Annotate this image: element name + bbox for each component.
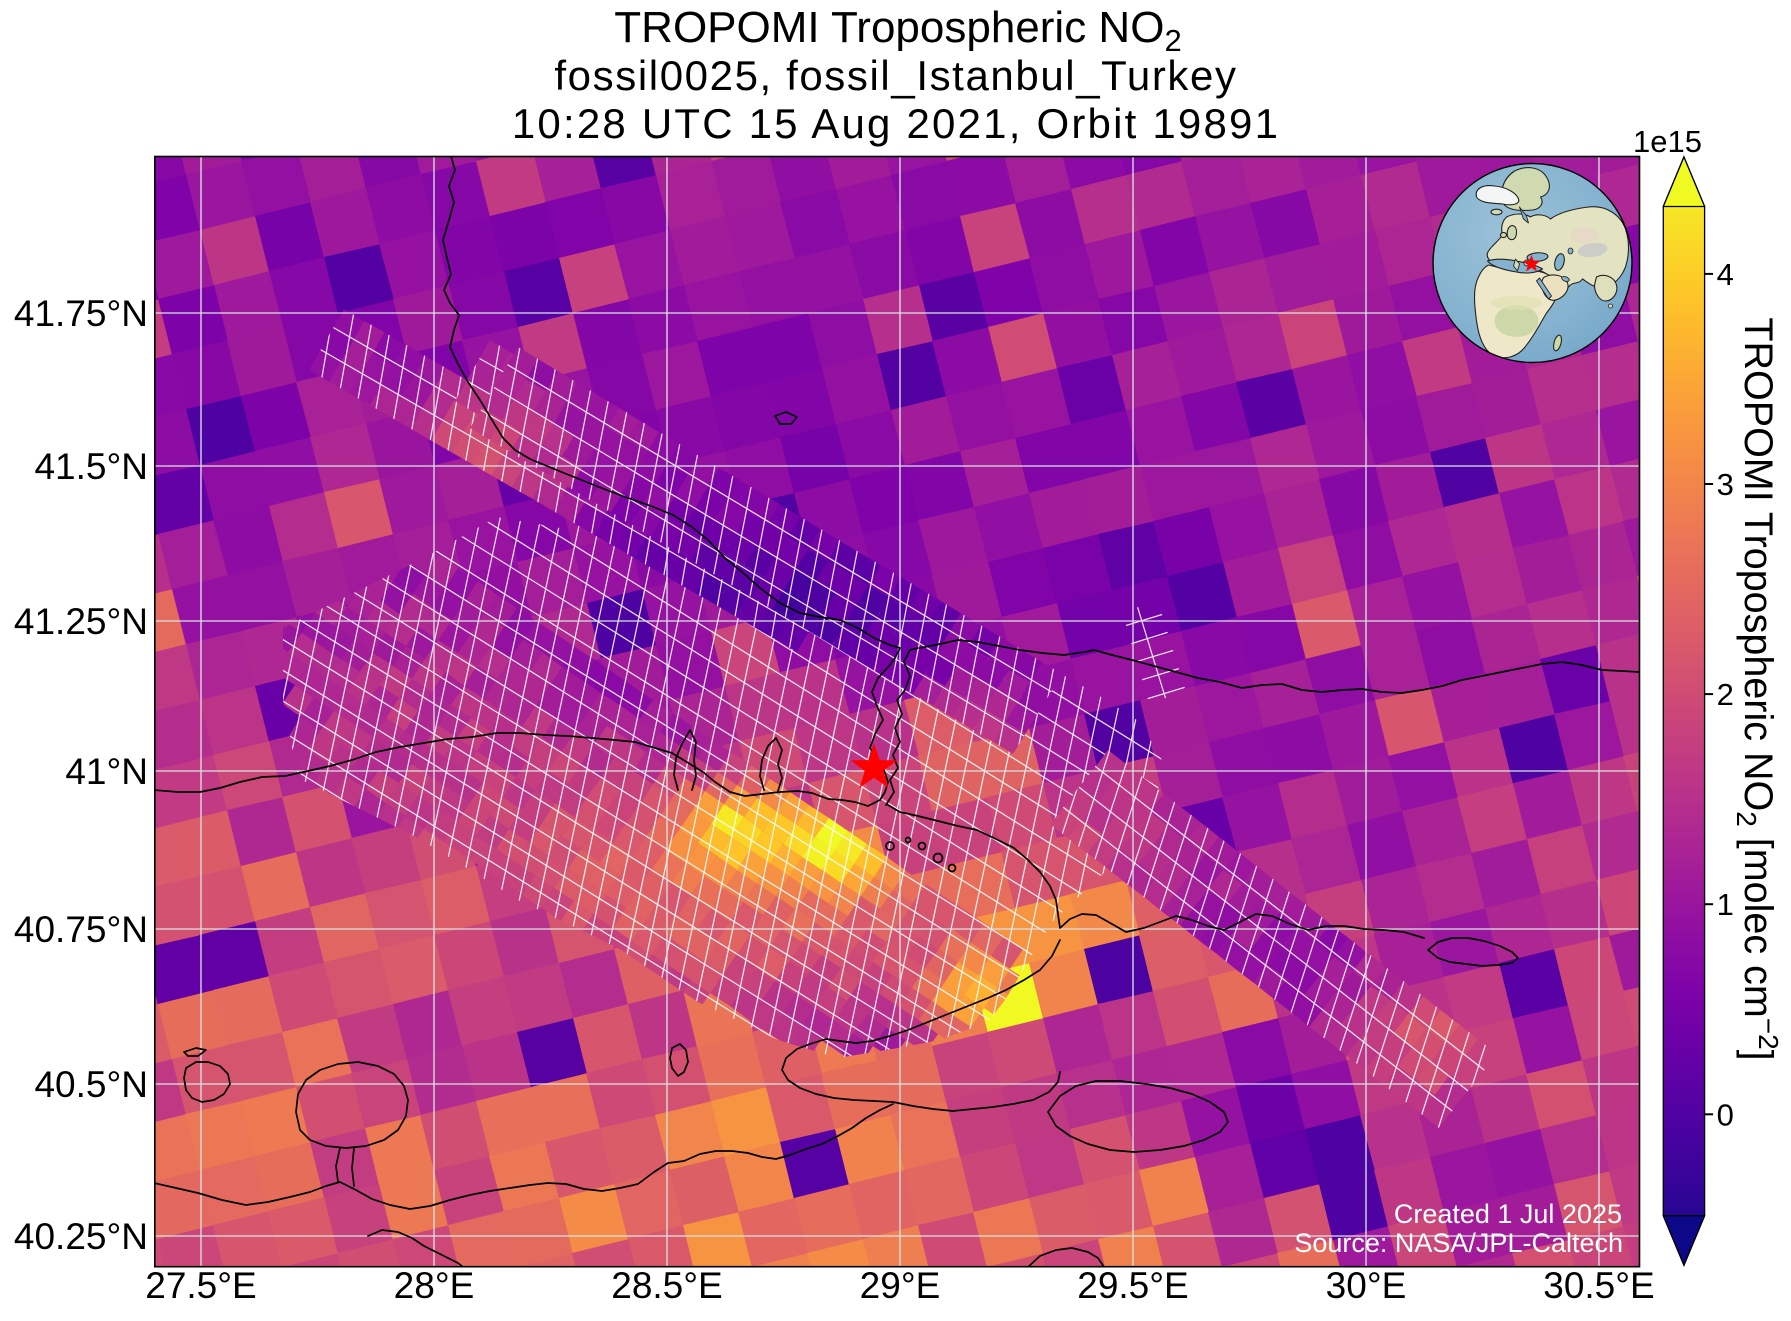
svg-text:2: 2 [1717, 677, 1734, 712]
svg-text:3: 3 [1717, 467, 1734, 502]
svg-text:29°E: 29°E [860, 1265, 941, 1306]
svg-text:28°E: 28°E [394, 1265, 475, 1306]
svg-text:40.25°N: 40.25°N [14, 1216, 148, 1257]
svg-text:Source: NASA/JPL-Caltech: Source: NASA/JPL-Caltech [1294, 1228, 1623, 1258]
svg-text:4: 4 [1717, 257, 1734, 292]
svg-text:41.5°N: 41.5°N [34, 446, 148, 487]
svg-text:40.5°N: 40.5°N [34, 1064, 148, 1105]
svg-text:41°N: 41°N [65, 751, 148, 792]
svg-text:27.5°E: 27.5°E [145, 1265, 257, 1306]
svg-text:TROPOMI Tropospheric NO2 [mole: TROPOMI Tropospheric NO2 [molec cm−2] [1731, 317, 1784, 1060]
svg-text:TROPOMI Tropospheric NO2: TROPOMI Tropospheric NO2 [614, 3, 1181, 58]
svg-text:1e15: 1e15 [1633, 124, 1702, 159]
svg-text:41.25°N: 41.25°N [14, 601, 148, 642]
svg-text:0: 0 [1717, 1097, 1734, 1132]
svg-text:fossil0025, fossil_Istanbul_Tu: fossil0025, fossil_Istanbul_Turkey [554, 52, 1237, 99]
svg-text:40.75°N: 40.75°N [14, 909, 148, 950]
svg-text:29.5°E: 29.5°E [1077, 1265, 1189, 1306]
svg-text:1: 1 [1717, 887, 1734, 922]
svg-text:30°E: 30°E [1326, 1265, 1407, 1306]
svg-text:30.5°E: 30.5°E [1543, 1265, 1655, 1306]
svg-text:10:28 UTC 15 Aug 2021, Orbit 1: 10:28 UTC 15 Aug 2021, Orbit 19891 [512, 100, 1280, 147]
svg-text:Created 1 Jul 2025: Created 1 Jul 2025 [1394, 1199, 1622, 1229]
svg-text:41.75°N: 41.75°N [14, 293, 148, 334]
svg-text:28.5°E: 28.5°E [611, 1265, 723, 1306]
